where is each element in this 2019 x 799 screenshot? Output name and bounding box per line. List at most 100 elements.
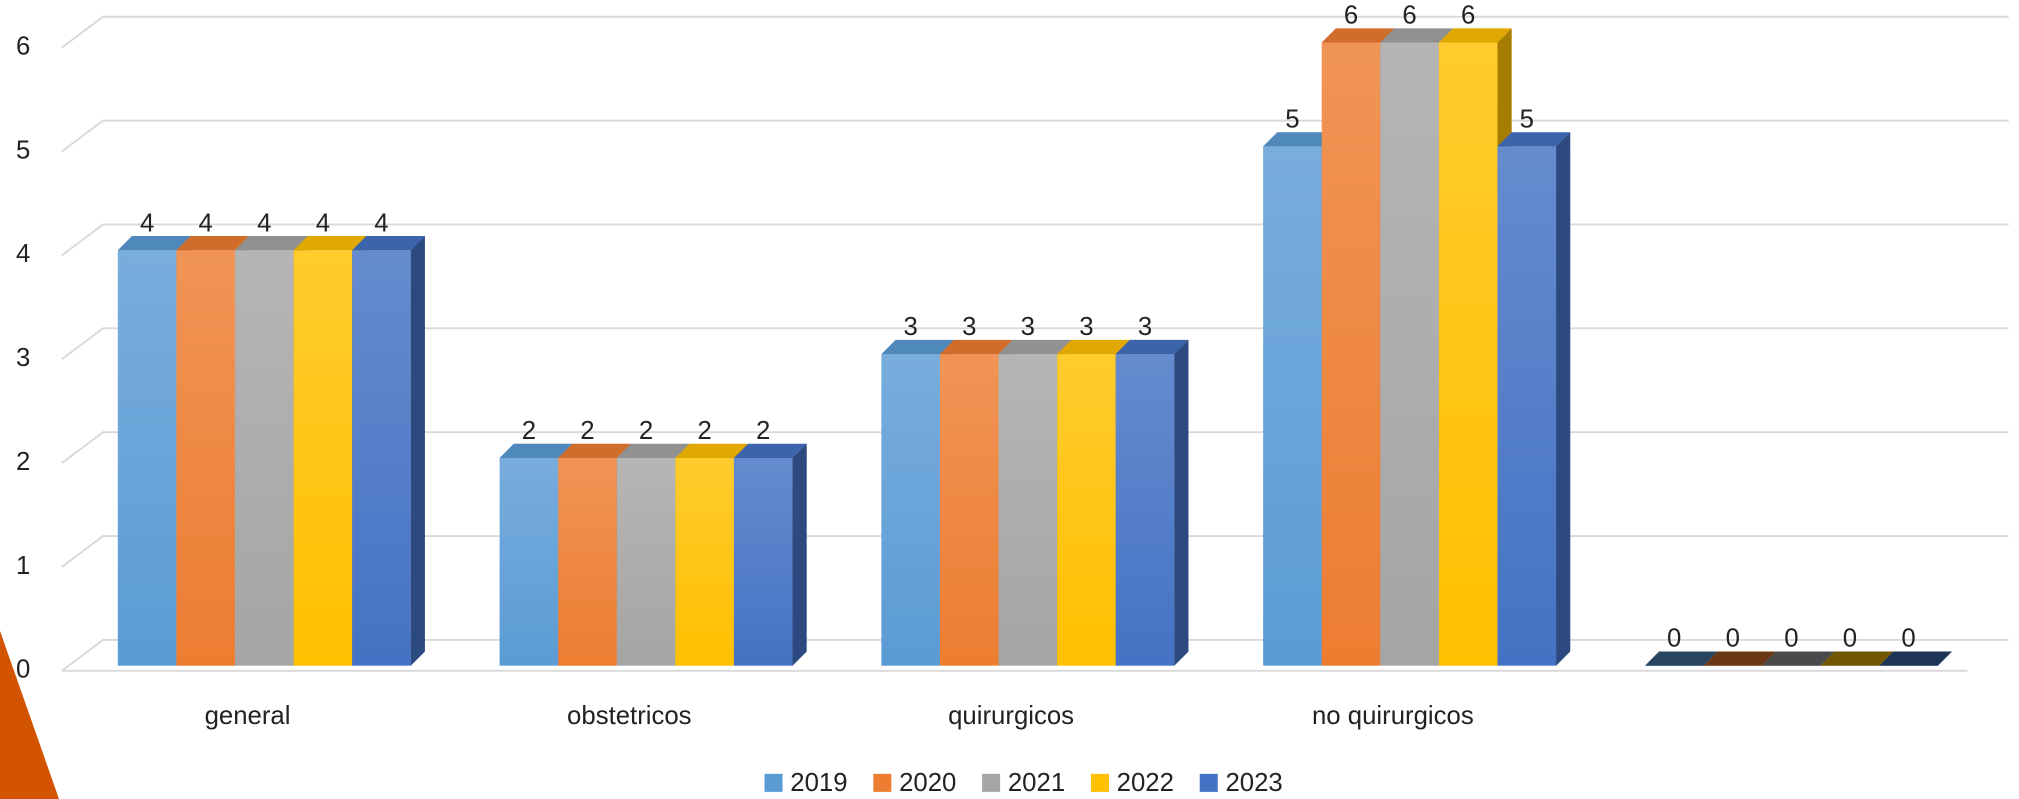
- legend-swatch: [873, 773, 892, 792]
- bar-side-shade: [1174, 339, 1189, 666]
- bar-top-shade: [1438, 28, 1512, 43]
- bar-top: [117, 236, 191, 251]
- data-label: 2: [580, 417, 594, 445]
- y-tick-label: 0: [16, 656, 30, 684]
- bar-shine: [733, 457, 793, 666]
- bar-shine: [234, 250, 294, 666]
- data-label: 4: [199, 209, 213, 237]
- legend-swatch: [1199, 773, 1218, 792]
- bar-top: [881, 339, 955, 355]
- legend-label: 2022: [1117, 769, 1174, 797]
- bar-top-shade: [1380, 28, 1454, 43]
- bar-top: [1263, 132, 1336, 147]
- bar-shine: [939, 354, 999, 666]
- bar-shine: [558, 457, 617, 666]
- bar: [1703, 651, 1777, 666]
- y-tick-label: 1: [16, 552, 30, 580]
- bar-shine: [1263, 146, 1322, 666]
- data-label: 3: [962, 313, 976, 341]
- bar-top-shade: [1644, 651, 1718, 666]
- bar-shine: [176, 250, 235, 666]
- data-label: 2: [639, 417, 653, 445]
- bar-top: [1497, 132, 1571, 147]
- bar-top: [616, 443, 690, 458]
- bar: [1497, 132, 1571, 666]
- data-label: 0: [1901, 625, 1915, 653]
- bar-top: [499, 443, 573, 458]
- bar-top: [1380, 28, 1454, 43]
- legend-swatch: [982, 773, 1001, 792]
- y-tick-label: 3: [16, 344, 30, 372]
- data-label: 3: [903, 313, 917, 341]
- bar-top-shade: [1057, 339, 1130, 355]
- legend-label: 2023: [1225, 769, 1282, 797]
- bar-top: [1057, 339, 1130, 355]
- data-label: 4: [374, 209, 388, 237]
- bar-top: [939, 339, 1013, 355]
- bar-top-shade: [499, 443, 573, 458]
- bar-top-shade: [352, 236, 425, 251]
- bar-top-shade: [675, 443, 749, 458]
- data-label: 0: [1784, 625, 1798, 653]
- data-label: 0: [1726, 625, 1740, 653]
- bar: [352, 236, 425, 666]
- bar-shine: [1057, 354, 1116, 666]
- legend-swatch: [764, 773, 783, 792]
- bar-top: [293, 236, 367, 251]
- bar: [1644, 651, 1718, 666]
- bar-shine: [352, 250, 411, 666]
- bar: [881, 339, 955, 666]
- bar-shine: [616, 457, 676, 666]
- x-tick-label: obstetricos: [567, 702, 692, 730]
- bar-top-shade: [234, 236, 308, 251]
- bar-top-shade: [558, 443, 631, 458]
- legend-label: 2019: [790, 769, 847, 797]
- bar-side: [1556, 132, 1571, 666]
- bar-side-shade: [792, 443, 807, 666]
- data-label: 0: [1667, 625, 1681, 653]
- bar-top: [1115, 339, 1189, 355]
- grid-line: [61, 119, 2009, 153]
- bar-side: [792, 443, 807, 666]
- bar-shine: [293, 250, 353, 666]
- legend: 2019 2020 2021 2022 2023: [764, 769, 1283, 797]
- bar-top: [352, 236, 425, 251]
- bar-top-shade: [117, 236, 191, 251]
- bar-top: [176, 236, 250, 251]
- legend-label: 2021: [1008, 769, 1065, 797]
- bar-top-shade: [1321, 28, 1395, 43]
- bar-top-shade: [881, 339, 955, 355]
- bar-top-shade: [616, 443, 690, 458]
- bar-top: [558, 443, 631, 458]
- data-label: 3: [1079, 313, 1093, 341]
- bar-shine: [998, 354, 1058, 666]
- bar: [1879, 651, 1953, 666]
- y-tick-label: 2: [16, 448, 30, 476]
- bar-top-shade: [1762, 651, 1835, 666]
- data-label: 2: [697, 417, 711, 445]
- data-label: 2: [522, 417, 536, 445]
- bar-shine: [1438, 42, 1498, 666]
- bar: [1762, 651, 1835, 666]
- bar-top-shade: [939, 339, 1013, 355]
- data-label: 6: [1402, 2, 1416, 30]
- data-label: 5: [1520, 105, 1534, 133]
- bar-top: [675, 443, 749, 458]
- legend-swatch: [1090, 773, 1109, 792]
- data-label: 6: [1344, 2, 1358, 30]
- bar-top-shade: [1263, 132, 1336, 147]
- data-label: 4: [316, 209, 330, 237]
- bar-top-shade: [176, 236, 250, 251]
- y-tick-label: 4: [16, 240, 30, 268]
- x-tick-label: general: [205, 702, 291, 730]
- bar-top-shade: [998, 339, 1072, 355]
- bar-shine: [1321, 42, 1381, 666]
- bar: [1820, 651, 1894, 666]
- bar-top-shade: [1703, 651, 1777, 666]
- data-label: 5: [1285, 105, 1299, 133]
- bar-side-shade: [410, 236, 425, 666]
- data-label: 3: [1138, 313, 1152, 341]
